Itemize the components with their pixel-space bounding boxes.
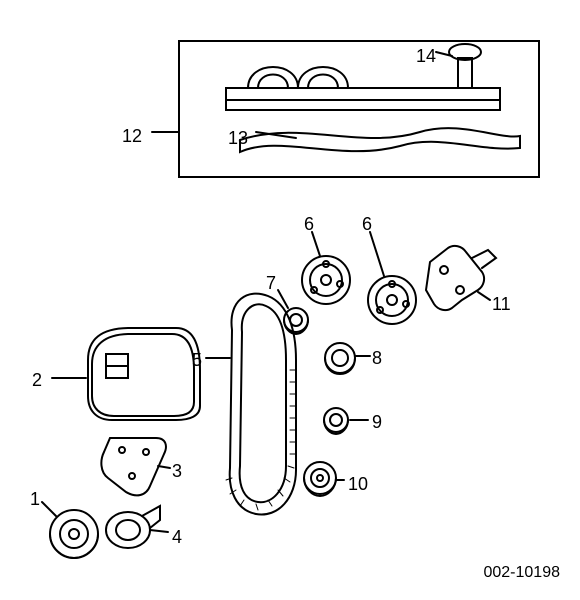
callout-10: 10: [348, 474, 368, 495]
callout-1: 1: [30, 489, 40, 510]
part-6-sprocket-left: [302, 256, 350, 304]
part-12-arch-left: [248, 67, 298, 88]
callout-11: 11: [492, 294, 511, 315]
part-11-bracket: [426, 246, 496, 310]
part-12-base: [226, 88, 500, 100]
part-13-gasket: [240, 128, 520, 152]
leader-4: [150, 530, 168, 532]
part-1-pulley: [50, 510, 98, 558]
callout-13: 13: [228, 128, 248, 149]
leader-11: [478, 292, 490, 300]
callout-6b: 6: [362, 214, 372, 235]
callout-6a: 6: [304, 214, 314, 235]
part-14-stem: [458, 58, 472, 88]
part-10-tensioner: [304, 462, 336, 496]
part-12-arch-right: [298, 67, 348, 88]
part-9-bushing: [324, 408, 348, 434]
parts-diagram: 1 2 3 4 5 6 6 7 8 9 10 11 12 13 14 002-1…: [0, 0, 580, 600]
leader-7: [278, 290, 288, 308]
part-7-idler: [284, 308, 308, 334]
callout-8: 8: [372, 348, 382, 369]
leader-3: [158, 466, 170, 468]
part-2-cover: [88, 328, 200, 420]
part-8-pulley: [325, 343, 355, 374]
diagram-reference-number: 002-10198: [483, 564, 560, 582]
callout-2: 2: [32, 370, 42, 391]
callout-3: 3: [172, 461, 182, 482]
callout-7: 7: [266, 273, 276, 294]
leader-6a: [312, 232, 320, 256]
part-6-sprocket-right: [368, 276, 416, 324]
callout-4: 4: [172, 527, 182, 548]
leader-1: [42, 502, 56, 516]
callout-9: 9: [372, 412, 382, 433]
leader-6b: [370, 232, 384, 276]
part-4-seal: [106, 506, 160, 548]
callout-5: 5: [192, 350, 202, 371]
callout-14: 14: [416, 46, 436, 67]
callout-12: 12: [122, 126, 142, 147]
part-3-bracket: [101, 438, 166, 495]
